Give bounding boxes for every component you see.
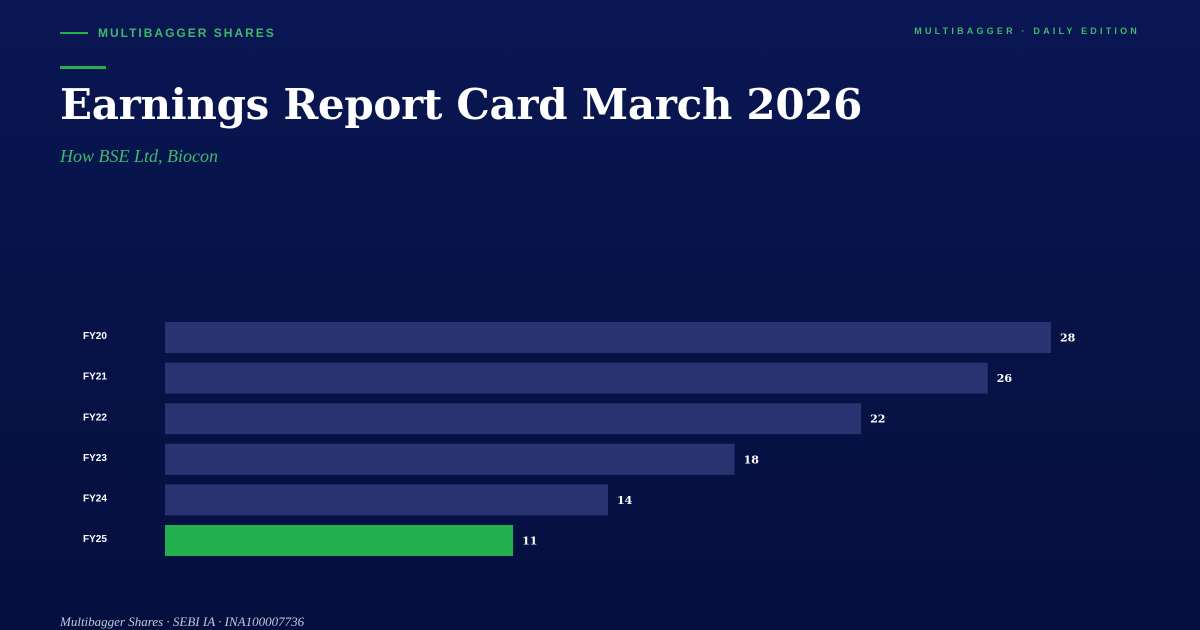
category-label: FY25 — [83, 534, 107, 545]
kicker: MULTIBAGGER SHARES — [60, 26, 276, 40]
value-label: 18 — [744, 453, 760, 466]
kicker-line — [60, 32, 88, 34]
value-label: 22 — [870, 413, 885, 426]
kicker-text: MULTIBAGGER SHARES — [98, 26, 276, 40]
bar — [165, 484, 608, 516]
footer-credit: Multibagger Shares · SEBI IA · INA100007… — [60, 614, 305, 629]
accent-rule — [60, 66, 106, 69]
bar — [165, 362, 988, 394]
category-label: FY21 — [83, 372, 107, 383]
bar — [165, 322, 1051, 353]
value-label: 14 — [617, 494, 633, 507]
chart-subtitle: How BSE Ltd, Biocon — [60, 146, 218, 166]
edition-label: MULTIBAGGER · DAILY EDITION — [914, 26, 1140, 36]
category-label: FY20 — [83, 331, 107, 342]
chart-title: Earnings Report Card March 2026 — [60, 80, 863, 129]
category-label: FY22 — [83, 412, 107, 423]
category-label: FY23 — [83, 453, 107, 464]
value-label: 28 — [1060, 332, 1076, 345]
bar — [165, 443, 735, 475]
bar — [165, 403, 862, 435]
bar-highlight — [165, 525, 514, 556]
value-label: 11 — [522, 535, 537, 548]
category-label: FY24 — [83, 494, 107, 505]
value-label: 26 — [997, 372, 1013, 385]
